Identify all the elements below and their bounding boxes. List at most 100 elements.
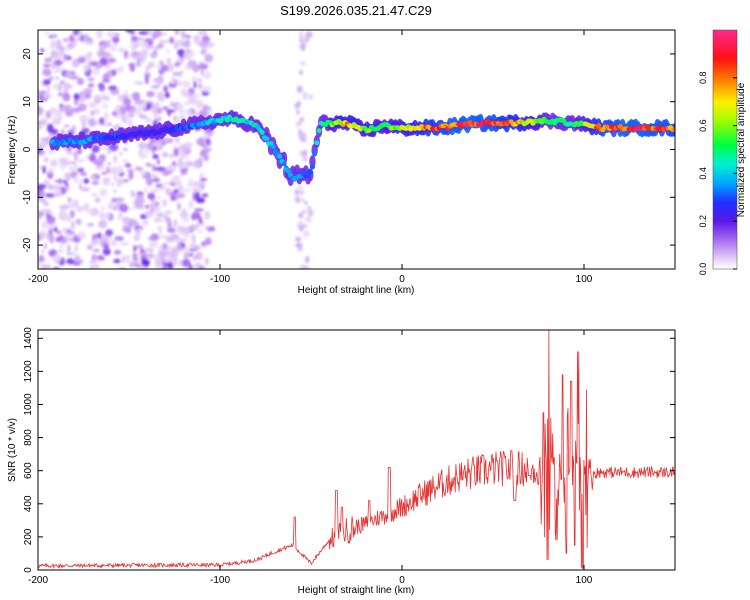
noise-blob xyxy=(87,77,95,82)
noise-blob xyxy=(155,207,162,211)
noise-blob xyxy=(87,59,92,69)
noise-blob xyxy=(294,189,299,195)
noise-blob xyxy=(166,63,175,72)
ridge-core xyxy=(307,169,313,175)
noise-blob xyxy=(304,265,309,269)
noise-blob xyxy=(67,244,71,253)
noise-blob xyxy=(305,256,310,264)
noise-blob xyxy=(52,83,60,90)
noise-blob xyxy=(50,249,57,256)
noise-blob xyxy=(138,141,147,150)
noise-blob xyxy=(161,169,171,177)
noise-blob xyxy=(155,116,162,122)
noise-blob xyxy=(165,109,176,113)
noise-blob xyxy=(62,226,69,232)
noise-blob xyxy=(75,219,82,225)
noise-blob xyxy=(117,47,126,53)
noise-blob xyxy=(198,41,208,48)
noise-blob xyxy=(74,244,78,253)
noise-blob xyxy=(298,212,304,219)
ridge-core xyxy=(263,136,270,142)
y-tick-label: 1200 xyxy=(23,360,34,383)
noise-blob xyxy=(133,245,137,253)
noise-blob xyxy=(170,195,176,201)
noise-blob xyxy=(295,242,303,248)
noise-blob xyxy=(164,92,170,99)
noise-blob xyxy=(299,30,305,39)
noise-blob xyxy=(199,136,203,146)
noise-blob xyxy=(177,202,181,211)
noise-blob xyxy=(142,220,149,226)
noise-blob xyxy=(154,167,164,172)
noise-blob xyxy=(299,198,306,203)
colorbar-frame xyxy=(712,29,738,270)
noise-blob xyxy=(66,258,75,265)
noise-blob xyxy=(162,85,169,93)
noise-blob xyxy=(101,171,108,175)
noise-blob xyxy=(72,60,78,68)
noise-blob xyxy=(187,181,198,188)
noise-blob xyxy=(182,80,191,89)
noise-blob xyxy=(117,212,123,219)
noise-blob xyxy=(113,258,121,264)
noise-blob xyxy=(140,249,145,254)
noise-blob xyxy=(90,176,97,180)
noise-blob xyxy=(116,177,124,186)
y-tick-label: -10 xyxy=(22,190,33,205)
noise-blob xyxy=(294,195,301,204)
noise-blob xyxy=(184,101,189,106)
noise-blob xyxy=(117,94,122,102)
noise-blob xyxy=(49,159,58,168)
noise-blob xyxy=(169,36,174,44)
noise-blob xyxy=(57,92,64,97)
noise-blob xyxy=(69,209,75,219)
noise-blob xyxy=(204,210,211,220)
noise-blob xyxy=(103,243,110,251)
noise-blob xyxy=(178,238,188,243)
noise-blob xyxy=(173,147,179,157)
noise-blob xyxy=(153,49,158,54)
noise-blob xyxy=(207,42,215,48)
noise-blob xyxy=(192,187,198,194)
noise-blob xyxy=(49,236,54,244)
noise-blob xyxy=(128,171,134,180)
noise-blob xyxy=(39,137,50,142)
noise-blob xyxy=(58,178,63,185)
noise-blob xyxy=(63,46,71,51)
colorbar-label: Normalized spectral amplitude xyxy=(736,82,747,217)
spectrogram-ridge xyxy=(49,109,675,186)
noise-blob xyxy=(107,202,115,210)
noise-blob xyxy=(296,87,302,92)
noise-blob xyxy=(45,94,53,98)
noise-blob xyxy=(89,260,96,265)
noise-blob xyxy=(198,172,205,179)
noise-blob xyxy=(43,79,51,86)
noise-blob xyxy=(179,210,189,219)
noise-blob xyxy=(76,37,81,41)
noise-blob xyxy=(173,219,178,227)
noise-blob xyxy=(71,220,75,230)
noise-blob xyxy=(119,106,127,115)
noise-blob xyxy=(67,159,72,163)
noise-blob xyxy=(150,85,161,89)
noise-blob xyxy=(155,183,163,189)
x-tick-label: -100 xyxy=(210,575,230,586)
ridge-core xyxy=(270,144,276,149)
noise-blob xyxy=(78,114,89,123)
ridge-core xyxy=(277,154,283,159)
noise-blob xyxy=(90,110,95,116)
noise-blob xyxy=(193,208,204,212)
noise-blob xyxy=(305,30,312,38)
noise-blob xyxy=(157,196,161,201)
noise-blob xyxy=(83,202,90,211)
noise-blob xyxy=(294,102,300,110)
noise-blob xyxy=(87,101,95,108)
noise-blob xyxy=(42,63,51,68)
noise-blob xyxy=(56,39,62,48)
noise-blob xyxy=(145,116,153,124)
noise-blob xyxy=(40,221,50,229)
y-tick-label: 20 xyxy=(22,48,33,60)
noise-blob xyxy=(182,188,191,193)
noise-blob xyxy=(68,34,75,43)
